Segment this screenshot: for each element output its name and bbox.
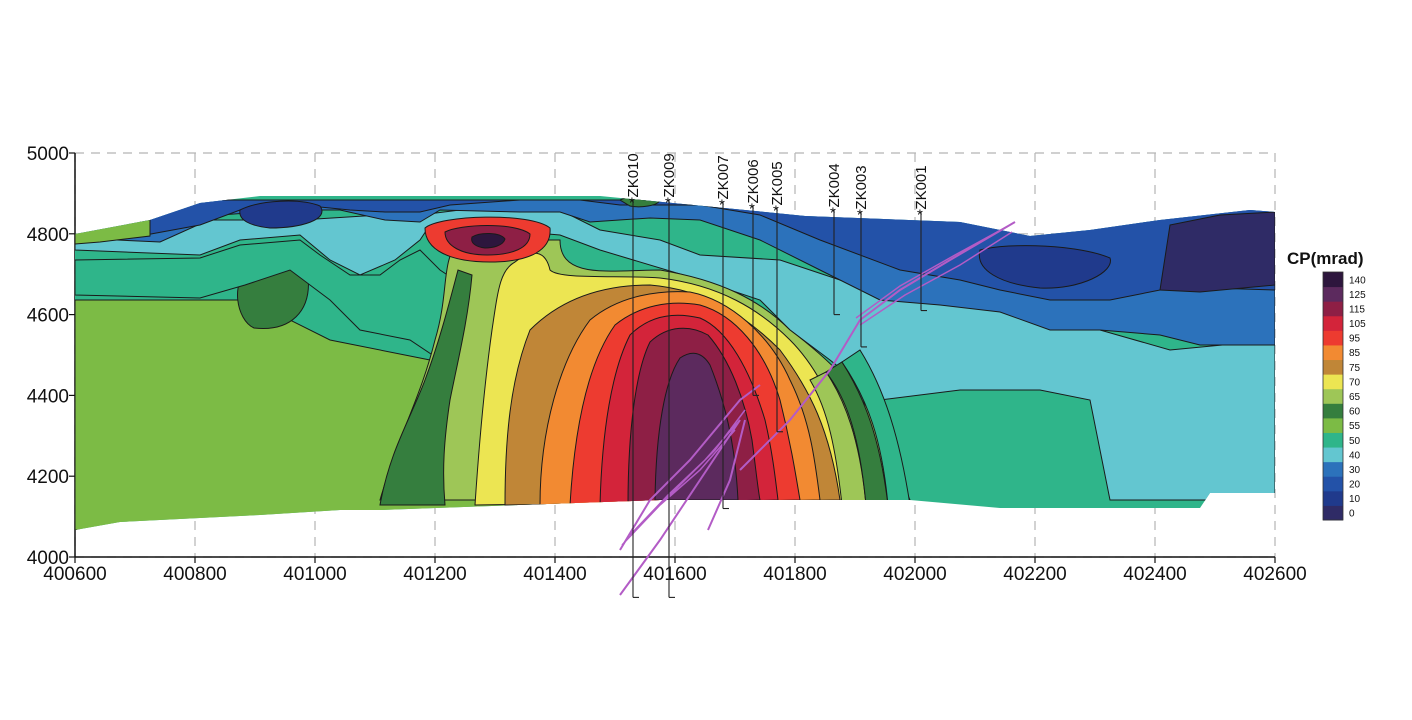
drill-hole-label: ZK001 bbox=[913, 165, 930, 209]
contour-band-top-10 bbox=[239, 200, 323, 229]
drill-hole-label: ZK004 bbox=[826, 163, 843, 207]
x-tick-label: 402400 bbox=[1123, 564, 1186, 585]
colorbar-swatch bbox=[1323, 286, 1343, 302]
contour-band-right-10 bbox=[978, 245, 1111, 289]
colorbar-label: 70 bbox=[1349, 377, 1361, 388]
contour-band-flank-right-50 bbox=[841, 349, 911, 506]
ore-body-traces bbox=[619, 221, 1016, 596]
x-tick-label: 402600 bbox=[1243, 564, 1306, 585]
ore-body-lower bbox=[619, 384, 761, 551]
colorbar-swatch bbox=[1323, 417, 1343, 433]
x-tick-label: 401400 bbox=[523, 564, 586, 585]
colorbar-label: 50 bbox=[1349, 436, 1361, 447]
colorbar-swatch bbox=[1323, 490, 1343, 506]
colorbar: CP(mrad) 0 10 20 30 40 50 55 60 65 70 75 85 95 105 115… bbox=[1287, 249, 1366, 521]
colorbar-swatch bbox=[1323, 374, 1343, 390]
colorbar-label: 60 bbox=[1349, 407, 1361, 418]
colorbar-label: 0 bbox=[1349, 509, 1355, 520]
colorbar-swatch bbox=[1323, 359, 1343, 375]
x-tick-label: 402000 bbox=[883, 564, 946, 585]
colorbar-swatches: 0 10 20 30 40 50 55 60 65 70 75 85 95 105 115 125 140 bbox=[1322, 271, 1366, 521]
y-tick-label: 4000 bbox=[27, 548, 69, 569]
colorbar-swatch bbox=[1323, 315, 1343, 331]
y-tick-label: 5000 bbox=[27, 144, 69, 165]
colorbar-frame bbox=[1322, 271, 1344, 521]
x-tick-label: 401000 bbox=[283, 564, 346, 585]
colorbar-swatch bbox=[1323, 330, 1343, 346]
drill-holes: *ZK010*ZK009*ZK007*ZK006*ZK005*ZK004*ZK0… bbox=[625, 153, 930, 598]
drill-hole-label: ZK010 bbox=[625, 153, 642, 197]
colorbar-swatch bbox=[1323, 344, 1343, 361]
drill-hole-label: ZK006 bbox=[745, 159, 762, 203]
y-tick-label: 4200 bbox=[27, 467, 69, 488]
colorbar-label: 115 bbox=[1349, 304, 1365, 315]
colorbar-label: 85 bbox=[1349, 348, 1361, 359]
colorbar-swatch bbox=[1323, 272, 1343, 288]
colorbar-swatch bbox=[1323, 505, 1343, 521]
drill-hole-label: ZK009 bbox=[661, 153, 678, 197]
colorbar-label: 65 bbox=[1349, 392, 1361, 403]
y-tick-label: 4600 bbox=[27, 306, 69, 327]
colorbar-label: 140 bbox=[1349, 275, 1366, 286]
colorbar-swatch bbox=[1323, 403, 1343, 419]
drill-hole-collar: * bbox=[629, 194, 635, 211]
contour-map bbox=[75, 196, 1275, 530]
ore-body-branch bbox=[619, 419, 746, 596]
x-tick-label: 401200 bbox=[403, 564, 466, 585]
drill-hole-collar: * bbox=[719, 196, 725, 213]
colorbar-label: 125 bbox=[1349, 290, 1366, 301]
drill-hole-collar: * bbox=[665, 194, 671, 211]
x-tick-label: 402200 bbox=[1003, 564, 1066, 585]
colorbar-swatch bbox=[1323, 432, 1343, 448]
colorbar-label: 95 bbox=[1349, 334, 1361, 345]
colorbar-label: 75 bbox=[1349, 363, 1361, 374]
drill-hole-collar: * bbox=[830, 205, 836, 222]
colorbar-swatch bbox=[1323, 461, 1343, 477]
y-tick-label: 4400 bbox=[27, 386, 69, 407]
contour-band-top-right-0 bbox=[1159, 211, 1275, 293]
colorbar-label: 20 bbox=[1349, 480, 1361, 491]
drill-hole-label: ZK003 bbox=[853, 165, 870, 209]
colorbar-swatch bbox=[1323, 301, 1343, 317]
colorbar-label: 105 bbox=[1349, 319, 1366, 330]
drill-hole-collar: * bbox=[917, 207, 923, 224]
drill-hole-label: ZK005 bbox=[769, 161, 786, 205]
drill-hole-collar: * bbox=[857, 207, 863, 224]
contour-band-left-50 bbox=[75, 239, 471, 361]
colorbar-swatch bbox=[1323, 388, 1343, 404]
ore-body-upper-hatch bbox=[855, 225, 1013, 326]
x-tick-label: 401800 bbox=[763, 564, 826, 585]
drill-hole-label: ZK007 bbox=[715, 155, 732, 199]
colorbar-swatch bbox=[1323, 476, 1343, 492]
x-tick-label: 400600 bbox=[43, 564, 106, 585]
drill-hole-collar: * bbox=[749, 201, 755, 218]
y-tick-label: 4800 bbox=[27, 225, 69, 246]
drill-hole-collar: * bbox=[773, 203, 779, 220]
colorbar-label: 40 bbox=[1349, 450, 1361, 461]
contour-band-anomaly-125 bbox=[654, 352, 739, 501]
x-tick-label: 400800 bbox=[163, 564, 226, 585]
ore-body-upper bbox=[739, 221, 1016, 471]
colorbar-label: 55 bbox=[1349, 421, 1361, 432]
colorbar-label: 30 bbox=[1349, 465, 1361, 476]
contour-band-flank-60 bbox=[379, 269, 473, 506]
colorbar-label: 10 bbox=[1349, 494, 1361, 505]
colorbar-swatch bbox=[1323, 447, 1343, 463]
contour-band-shallow-140 bbox=[471, 233, 506, 249]
x-tick-label: 401600 bbox=[643, 564, 706, 585]
colorbar-title: CP(mrad) bbox=[1287, 249, 1364, 268]
